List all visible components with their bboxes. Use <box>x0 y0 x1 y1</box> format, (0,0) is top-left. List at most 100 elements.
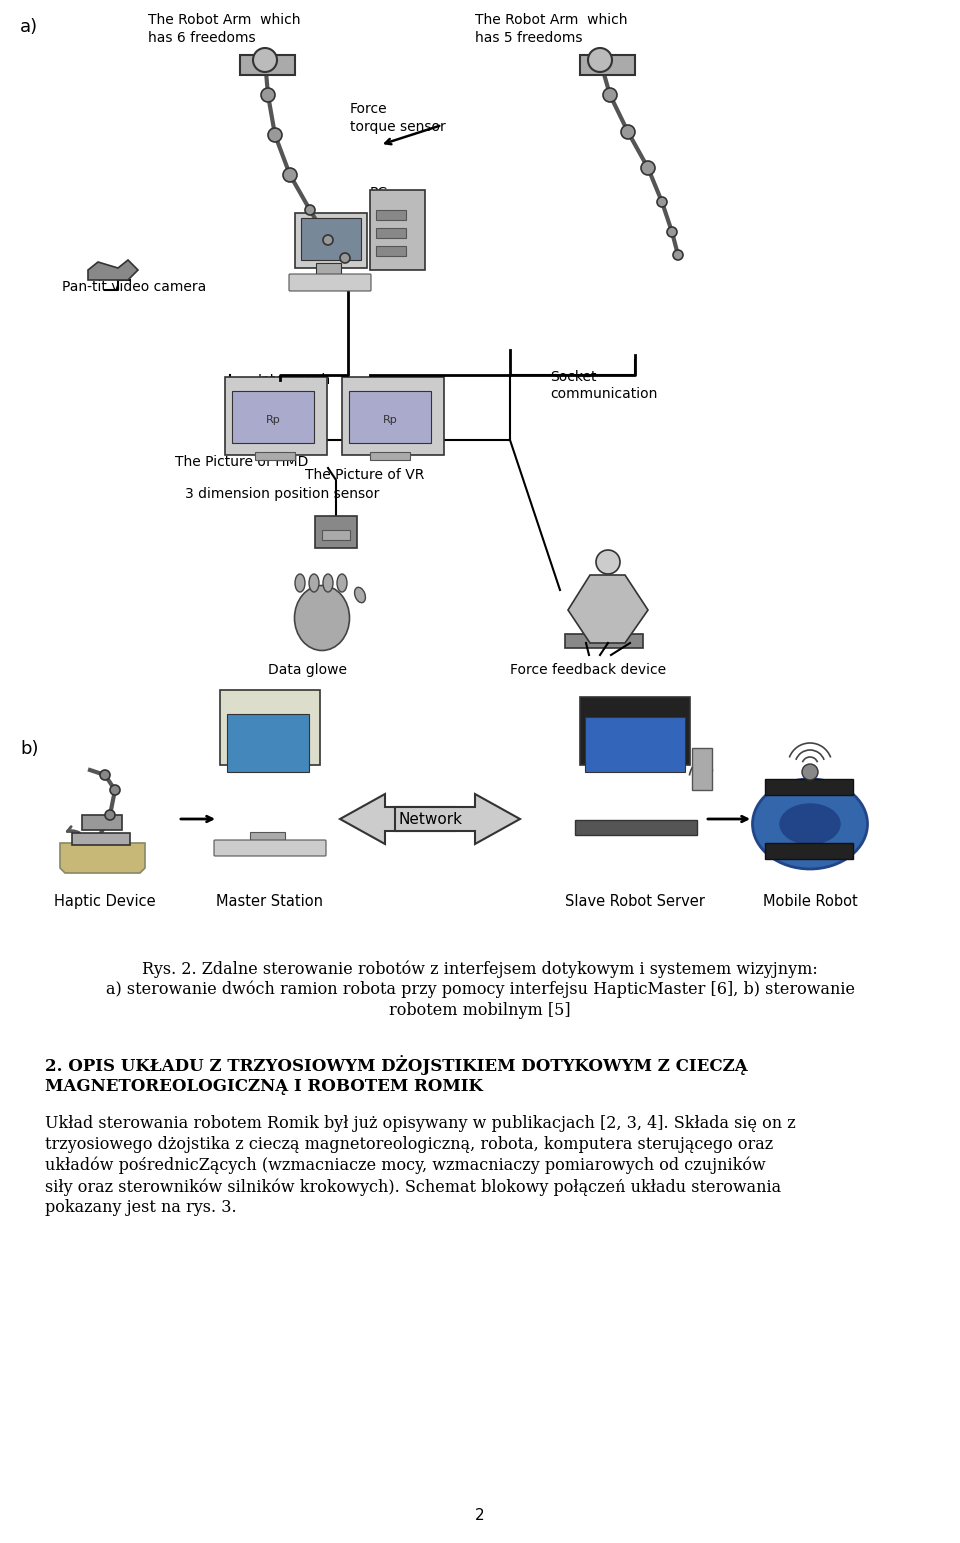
FancyBboxPatch shape <box>342 376 444 455</box>
Text: torque sensor: torque sensor <box>350 120 445 134</box>
FancyBboxPatch shape <box>295 213 367 268</box>
Text: The Picture of VR: The Picture of VR <box>305 468 424 481</box>
Circle shape <box>283 168 297 182</box>
Polygon shape <box>60 842 145 873</box>
Circle shape <box>340 253 350 262</box>
Circle shape <box>657 198 667 207</box>
Text: Network: Network <box>398 812 462 827</box>
FancyBboxPatch shape <box>301 218 361 261</box>
Text: has 6 freedoms: has 6 freedoms <box>148 31 255 45</box>
Ellipse shape <box>309 574 319 593</box>
Text: trzyosiowego dżojstika z cieczą magnetoreologiczną, robota, komputera sterująceg: trzyosiowego dżojstika z cieczą magnetor… <box>45 1136 773 1153</box>
Polygon shape <box>395 795 520 844</box>
FancyBboxPatch shape <box>692 748 712 790</box>
FancyBboxPatch shape <box>376 228 406 238</box>
Text: 2. OPIS UKŁADU Z TRZYOSIOWYM DŻOJSTIKIEM DOTYKOWYM Z CIECZĄ: 2. OPIS UKŁADU Z TRZYOSIOWYM DŻOJSTIKIEM… <box>45 1055 748 1075</box>
Text: The Robot Arm  which: The Robot Arm which <box>148 12 300 26</box>
Circle shape <box>305 205 315 214</box>
FancyBboxPatch shape <box>580 697 690 765</box>
FancyBboxPatch shape <box>316 262 341 275</box>
Text: The Picture of HMD: The Picture of HMD <box>175 455 308 469</box>
Text: has 5 freedoms: has 5 freedoms <box>475 31 583 45</box>
FancyBboxPatch shape <box>376 245 406 256</box>
FancyBboxPatch shape <box>82 815 122 830</box>
Text: 2: 2 <box>475 1508 485 1523</box>
FancyBboxPatch shape <box>232 390 314 443</box>
Polygon shape <box>340 795 455 844</box>
FancyBboxPatch shape <box>765 779 853 795</box>
Circle shape <box>588 48 612 73</box>
Text: robotem mobilnym [5]: robotem mobilnym [5] <box>389 1001 571 1018</box>
Text: MAGNETOREOLOGICZNĄ I ROBOTEM ROMIK: MAGNETOREOLOGICZNĄ I ROBOTEM ROMIK <box>45 1079 483 1096</box>
Circle shape <box>603 88 617 102</box>
FancyBboxPatch shape <box>240 56 295 76</box>
Text: siły oraz sterowników silników krokowych). Schemat blokowy połączeń układu stero: siły oraz sterowników silników krokowych… <box>45 1177 781 1196</box>
Text: Data glowe: Data glowe <box>268 663 347 677</box>
Text: pokazany jest na rys. 3.: pokazany jest na rys. 3. <box>45 1199 236 1216</box>
FancyBboxPatch shape <box>575 819 697 835</box>
FancyBboxPatch shape <box>289 275 371 292</box>
FancyBboxPatch shape <box>225 376 327 455</box>
Circle shape <box>673 250 683 261</box>
Text: Force: Force <box>350 102 388 116</box>
Text: Haptic Device: Haptic Device <box>54 893 156 909</box>
Text: Rys. 2. Zdalne sterowanie robotów z interfejsem dotykowym i systemem wizyjnym:: Rys. 2. Zdalne sterowanie robotów z inte… <box>142 960 818 978</box>
Ellipse shape <box>295 574 305 593</box>
FancyBboxPatch shape <box>370 190 425 270</box>
FancyBboxPatch shape <box>315 515 357 548</box>
Text: Rp: Rp <box>383 415 397 424</box>
FancyBboxPatch shape <box>349 390 431 443</box>
FancyBboxPatch shape <box>585 717 685 772</box>
Text: Pan-tit video camera: Pan-tit video camera <box>62 279 206 295</box>
FancyBboxPatch shape <box>370 452 410 460</box>
Circle shape <box>667 227 677 238</box>
Text: PC: PC <box>370 187 388 201</box>
FancyBboxPatch shape <box>72 833 130 846</box>
Ellipse shape <box>753 779 868 869</box>
Circle shape <box>100 770 110 781</box>
FancyBboxPatch shape <box>220 690 320 765</box>
Circle shape <box>253 48 277 73</box>
Circle shape <box>261 88 275 102</box>
Circle shape <box>323 235 333 245</box>
Text: układów pośrednicZących (wzmacniacze mocy, wzmacniaczy pomiarowych od czujników: układów pośrednicZących (wzmacniacze moc… <box>45 1157 766 1174</box>
Text: Slave Robot Server: Slave Robot Server <box>565 893 705 909</box>
Circle shape <box>105 810 115 819</box>
Ellipse shape <box>295 585 349 651</box>
Text: Intergraph: Intergraph <box>258 373 331 387</box>
Text: The Robot Arm  which: The Robot Arm which <box>475 12 628 26</box>
Circle shape <box>802 764 818 781</box>
FancyBboxPatch shape <box>376 210 406 221</box>
Ellipse shape <box>780 804 840 844</box>
Ellipse shape <box>354 588 366 603</box>
Text: a): a) <box>20 19 38 35</box>
FancyBboxPatch shape <box>214 839 326 856</box>
Text: Socket: Socket <box>550 370 596 384</box>
Text: Force feedback device: Force feedback device <box>510 663 666 677</box>
Text: a) sterowanie dwóch ramion robota przy pomocy interfejsu HapticMaster [6], b) st: a) sterowanie dwóch ramion robota przy p… <box>106 981 854 998</box>
Text: TD-300: TD-300 <box>258 390 308 404</box>
Ellipse shape <box>323 574 333 593</box>
Text: Mobile Robot: Mobile Robot <box>762 893 857 909</box>
Circle shape <box>596 549 620 574</box>
FancyBboxPatch shape <box>255 452 295 460</box>
Text: b): b) <box>20 741 38 758</box>
Circle shape <box>268 128 282 142</box>
Text: communication: communication <box>550 387 658 401</box>
Text: Układ sterowania robotem Romik był już opisywany w publikacjach [2, 3, 4]. Skład: Układ sterowania robotem Romik był już o… <box>45 1116 796 1133</box>
Text: 3 dimension position sensor: 3 dimension position sensor <box>185 488 379 501</box>
Circle shape <box>110 785 120 795</box>
Ellipse shape <box>337 574 347 593</box>
Polygon shape <box>88 261 138 279</box>
FancyBboxPatch shape <box>250 832 285 842</box>
FancyBboxPatch shape <box>227 714 309 772</box>
Text: Rp: Rp <box>266 415 280 424</box>
FancyBboxPatch shape <box>322 529 350 540</box>
Circle shape <box>641 160 655 174</box>
FancyBboxPatch shape <box>580 56 635 76</box>
Polygon shape <box>568 576 648 643</box>
FancyBboxPatch shape <box>565 634 643 648</box>
FancyBboxPatch shape <box>765 842 853 859</box>
Circle shape <box>621 125 635 139</box>
Text: Master Station: Master Station <box>217 893 324 909</box>
